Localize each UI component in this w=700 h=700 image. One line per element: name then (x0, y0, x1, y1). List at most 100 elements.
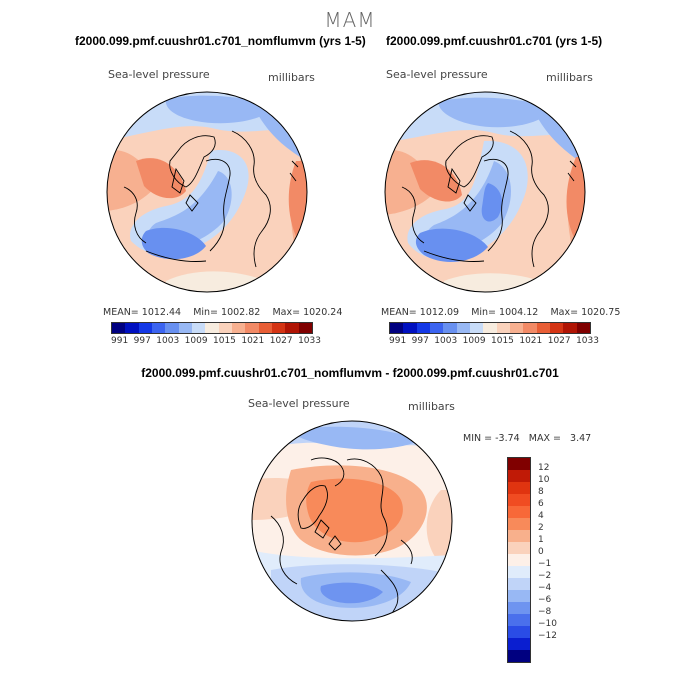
colorbar-swatch (523, 323, 537, 333)
colorbar-swatch (508, 518, 530, 530)
colorbar-tick-label: 1015 (491, 336, 514, 346)
colorbar-swatch (298, 323, 312, 333)
colorbar-tick-label: 2 (538, 523, 544, 533)
colorbar-tick-label: −8 (538, 607, 552, 617)
panel-1-max-value: 1020.24 (303, 307, 343, 318)
colorbar-tick-label: 12 (538, 463, 550, 473)
colorbar-tick-label: 1003 (434, 336, 458, 346)
colorbar-swatch (508, 530, 530, 542)
colorbar-tick-label: 1027 (547, 336, 571, 346)
colorbar-tick-label: 1003 (156, 336, 180, 346)
panel-1-polar-map (106, 91, 308, 293)
diff-field-label: Sea-level pressure (248, 397, 350, 410)
colorbar-swatch (508, 494, 530, 506)
panel-1-field-label: Sea-level pressure (108, 68, 210, 81)
diff-min-value: -3.74 (495, 433, 520, 444)
colorbar-swatch (508, 566, 530, 578)
colorbar-swatch (138, 323, 152, 333)
panel-1-stats: MEAN= 1012.44 Min= 1002.82 Max= 1020.24 (103, 307, 342, 318)
colorbar-swatch (245, 323, 259, 333)
panel-1-colorbar (111, 322, 313, 334)
colorbar-tick-label: −10 (538, 619, 557, 629)
colorbar-swatch (508, 614, 530, 626)
colorbar-tick-label: 997 (133, 336, 151, 346)
colorbar-tick-label: 997 (411, 336, 429, 346)
colorbar-swatch (285, 323, 299, 333)
colorbar-tick-label: 4 (538, 511, 544, 521)
colorbar-tick-label: −2 (538, 571, 552, 581)
colorbar-swatch (218, 323, 232, 333)
colorbar-swatch (563, 323, 577, 333)
panel-2-mean-value: 1012.09 (419, 307, 460, 318)
panel-1-mean-label: MEAN= (103, 307, 139, 318)
diff-polar-map (251, 420, 453, 622)
colorbar-swatch (508, 602, 530, 614)
colorbar-swatch (508, 590, 530, 602)
panel-2-title: f2000.099.pmf.cuushr01.c701 (yrs 1-5) (386, 34, 603, 48)
colorbar-tick-label: 8 (538, 487, 544, 497)
colorbar-swatch (112, 323, 126, 333)
diff-units-label: millibars (408, 400, 455, 413)
panel-1-mean-value: 1012.44 (141, 307, 182, 318)
colorbar-swatch (536, 323, 550, 333)
colorbar-tick-label: 1021 (519, 336, 543, 346)
colorbar-tick-label: 1021 (241, 336, 265, 346)
diff-stats: MIN = -3.74 MAX = 3.47 (463, 433, 591, 444)
colorbar-tick-label: 991 (111, 336, 129, 346)
colorbar-tick-label: 1015 (213, 336, 236, 346)
colorbar-swatch (271, 323, 286, 333)
colorbar-swatch (549, 323, 564, 333)
panel-2-max-label: Max= (550, 307, 579, 318)
season-title: MAM (324, 8, 376, 32)
diff-max-value: 3.47 (570, 433, 592, 444)
colorbar-swatch (258, 323, 272, 333)
colorbar-tick-label: −12 (538, 631, 557, 641)
colorbar-swatch (416, 323, 430, 333)
colorbar-swatch (509, 323, 524, 333)
colorbar-swatch (508, 638, 530, 650)
colorbar-swatch (469, 323, 484, 333)
colorbar-swatch (508, 470, 530, 482)
colorbar-tick-label: 10 (538, 475, 550, 485)
colorbar-swatch (151, 323, 166, 333)
panel-2-min-value: 1004.12 (499, 307, 539, 318)
colorbar-tick-label: 1033 (298, 336, 321, 346)
diff-title: f2000.099.pmf.cuushr01.c701_nomflumvm - … (141, 366, 559, 380)
colorbar-swatch (456, 323, 470, 333)
panel-2-polar-map (384, 91, 586, 293)
diff-min-label: MIN = (463, 433, 493, 444)
colorbar-swatch (508, 458, 530, 470)
diff-max-label: MAX = (528, 433, 561, 444)
colorbar-swatch (508, 542, 530, 554)
panel-1-colorbar-ticks: 991 997 1003 1009 1015 1021 1027 1033 (111, 336, 321, 346)
colorbar-tick-label: 1009 (462, 336, 486, 346)
panel-2-stats: MEAN= 1012.09 Min= 1004.12 Max= 1020.75 (381, 307, 620, 318)
panel-2-colorbar-ticks: 991 997 1003 1009 1015 1021 1027 1033 (389, 336, 599, 346)
colorbar-tick-label: 991 (389, 336, 407, 346)
colorbar-swatch (205, 323, 219, 333)
colorbar-swatch (191, 323, 206, 333)
colorbar-tick-label: −1 (538, 559, 552, 569)
panel-2-min-label: Min= (471, 307, 497, 318)
panel-1-min-label: Min= (193, 307, 219, 318)
colorbar-swatch (429, 323, 444, 333)
colorbar-swatch (403, 323, 417, 333)
colorbar-swatch (508, 482, 530, 494)
colorbar-swatch (443, 323, 457, 333)
panel-2-mean-label: MEAN= (381, 307, 417, 318)
panel-2-field-label: Sea-level pressure (386, 68, 488, 81)
colorbar-tick-label: 1 (538, 535, 544, 545)
colorbar-tick-label: −4 (538, 583, 552, 593)
colorbar-tick-label: 1009 (184, 336, 208, 346)
colorbar-swatch (125, 323, 139, 333)
colorbar-swatch (508, 650, 530, 662)
colorbar-swatch (231, 323, 246, 333)
colorbar-swatch (496, 323, 510, 333)
colorbar-swatch (508, 578, 530, 590)
panel-1-units-label: millibars (268, 71, 315, 84)
colorbar-swatch (178, 323, 192, 333)
colorbar-tick-label: 6 (538, 499, 544, 509)
panel-2-colorbar (389, 322, 591, 334)
colorbar-swatch (576, 323, 590, 333)
colorbar-tick-label: 0 (538, 547, 544, 557)
